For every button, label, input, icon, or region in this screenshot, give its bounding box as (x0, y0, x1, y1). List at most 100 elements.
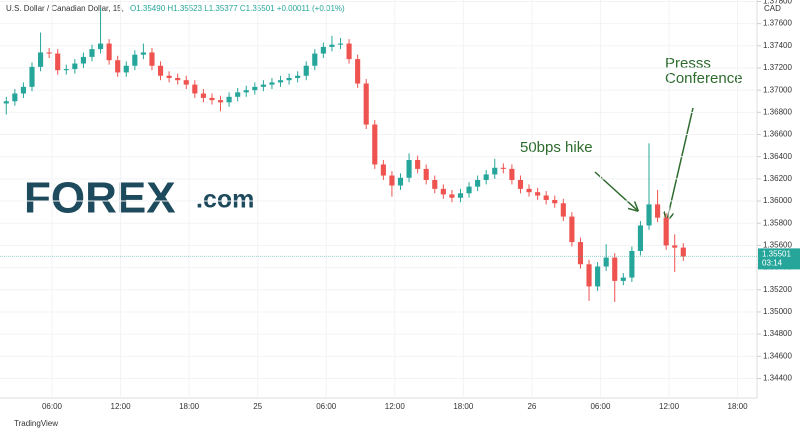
x-tick-label: 12:00 (385, 402, 406, 411)
candle-body (235, 92, 241, 97)
candle-body (483, 174, 489, 180)
y-tick-label: 1.36000 (763, 196, 792, 205)
candle-body (286, 77, 292, 81)
x-tick-label: 06:00 (590, 402, 611, 411)
candle-body (457, 193, 464, 198)
y-tick-label: 1.36800 (763, 107, 792, 116)
candle-body (432, 179, 438, 189)
candle-body (3, 101, 9, 104)
candle-body (440, 188, 446, 195)
price-label: 1.35501 (762, 249, 791, 258)
candle-body (106, 43, 112, 61)
candle-body (312, 53, 318, 66)
candle-body (295, 75, 301, 78)
candle-body (80, 56, 86, 64)
price-badge (758, 248, 800, 270)
candle-body (200, 93, 206, 98)
candle-body (535, 192, 541, 196)
candle-body (226, 96, 232, 103)
y-tick-label: 1.35800 (763, 218, 792, 227)
logo: FOREX (24, 174, 176, 223)
candle-body (346, 43, 352, 60)
x-tick-label: 25 (253, 402, 262, 411)
candle-body (612, 257, 618, 281)
candle-body (277, 80, 284, 83)
y-tick-label: 1.37000 (763, 85, 792, 94)
y-tick-label: 1.37400 (763, 41, 792, 50)
candle-body (192, 84, 198, 94)
candle-body (217, 100, 224, 103)
logo-suffix: .com (196, 186, 254, 214)
candle-body (672, 245, 678, 248)
x-tick-label: 18:00 (728, 402, 749, 411)
candle-body (492, 167, 498, 175)
candle-body (577, 242, 584, 265)
candle-body (89, 49, 95, 57)
candle-body (620, 277, 626, 281)
candle-body (372, 124, 378, 165)
candle-body (260, 84, 266, 87)
x-tick-label: 12:00 (659, 402, 680, 411)
x-tick-label: 06:00 (316, 402, 337, 411)
y-tick-label: 1.34400 (763, 374, 792, 383)
candle-body (560, 203, 566, 217)
candle-body (20, 86, 26, 94)
candle-body (380, 164, 386, 176)
candle-body (72, 63, 78, 70)
candle-body (629, 250, 635, 278)
candle-body (569, 216, 575, 243)
currency: CAD (764, 4, 781, 13)
candle-body (55, 53, 61, 71)
candle-body (415, 160, 421, 169)
y-tick-label: 1.36400 (763, 152, 792, 161)
candle-body (500, 167, 506, 169)
y-tick-label: 1.36600 (763, 130, 792, 139)
y-tick-label: 1.34600 (763, 351, 792, 360)
candle-body (132, 54, 138, 66)
candle-body (526, 188, 532, 193)
x-tick-label: 26 (527, 402, 536, 411)
y-tick-label: 1.36200 (763, 174, 792, 183)
y-tick-label: 1.37800 (763, 0, 792, 6)
candle-body (586, 264, 592, 287)
symbol: U.S. Dollar / Canadian Dollar, 15, (6, 4, 124, 13)
candle-body (157, 65, 164, 76)
candle-body (646, 204, 652, 226)
candle-body (123, 65, 129, 73)
arrow (594, 171, 637, 210)
candle-body (29, 66, 35, 87)
candle-body (37, 52, 44, 67)
candle-body (252, 86, 258, 91)
candle-body (423, 168, 429, 180)
brand: TradingView (14, 419, 58, 428)
candle-body (337, 43, 344, 45)
candle-body (269, 82, 275, 85)
candle-body (389, 175, 395, 186)
candle-body (209, 97, 215, 101)
annotation: 50bps hike (520, 139, 593, 156)
candle-body (449, 194, 455, 198)
candle-body (595, 266, 601, 287)
candle-body (509, 168, 515, 180)
candle-body (552, 199, 558, 204)
candle-body (63, 69, 69, 71)
annotation: Conference (665, 70, 743, 87)
candle-body (175, 77, 181, 81)
x-tick-label: 18:00 (179, 402, 200, 411)
candle-body (406, 160, 412, 178)
y-tick-label: 1.35200 (763, 285, 792, 294)
candle-body (166, 75, 172, 78)
x-tick-label: 18:00 (453, 402, 474, 411)
candle-body (637, 225, 644, 251)
candle-body (397, 177, 404, 186)
candle-body (329, 44, 335, 47)
candle-body (475, 179, 481, 187)
candle-body (466, 186, 472, 194)
candle-body (243, 90, 249, 93)
x-tick-label: 12:00 (111, 402, 132, 411)
candle-body (140, 52, 146, 55)
y-tick-label: 1.35600 (763, 241, 792, 250)
candle-body (680, 247, 686, 257)
candle-body (46, 52, 52, 54)
